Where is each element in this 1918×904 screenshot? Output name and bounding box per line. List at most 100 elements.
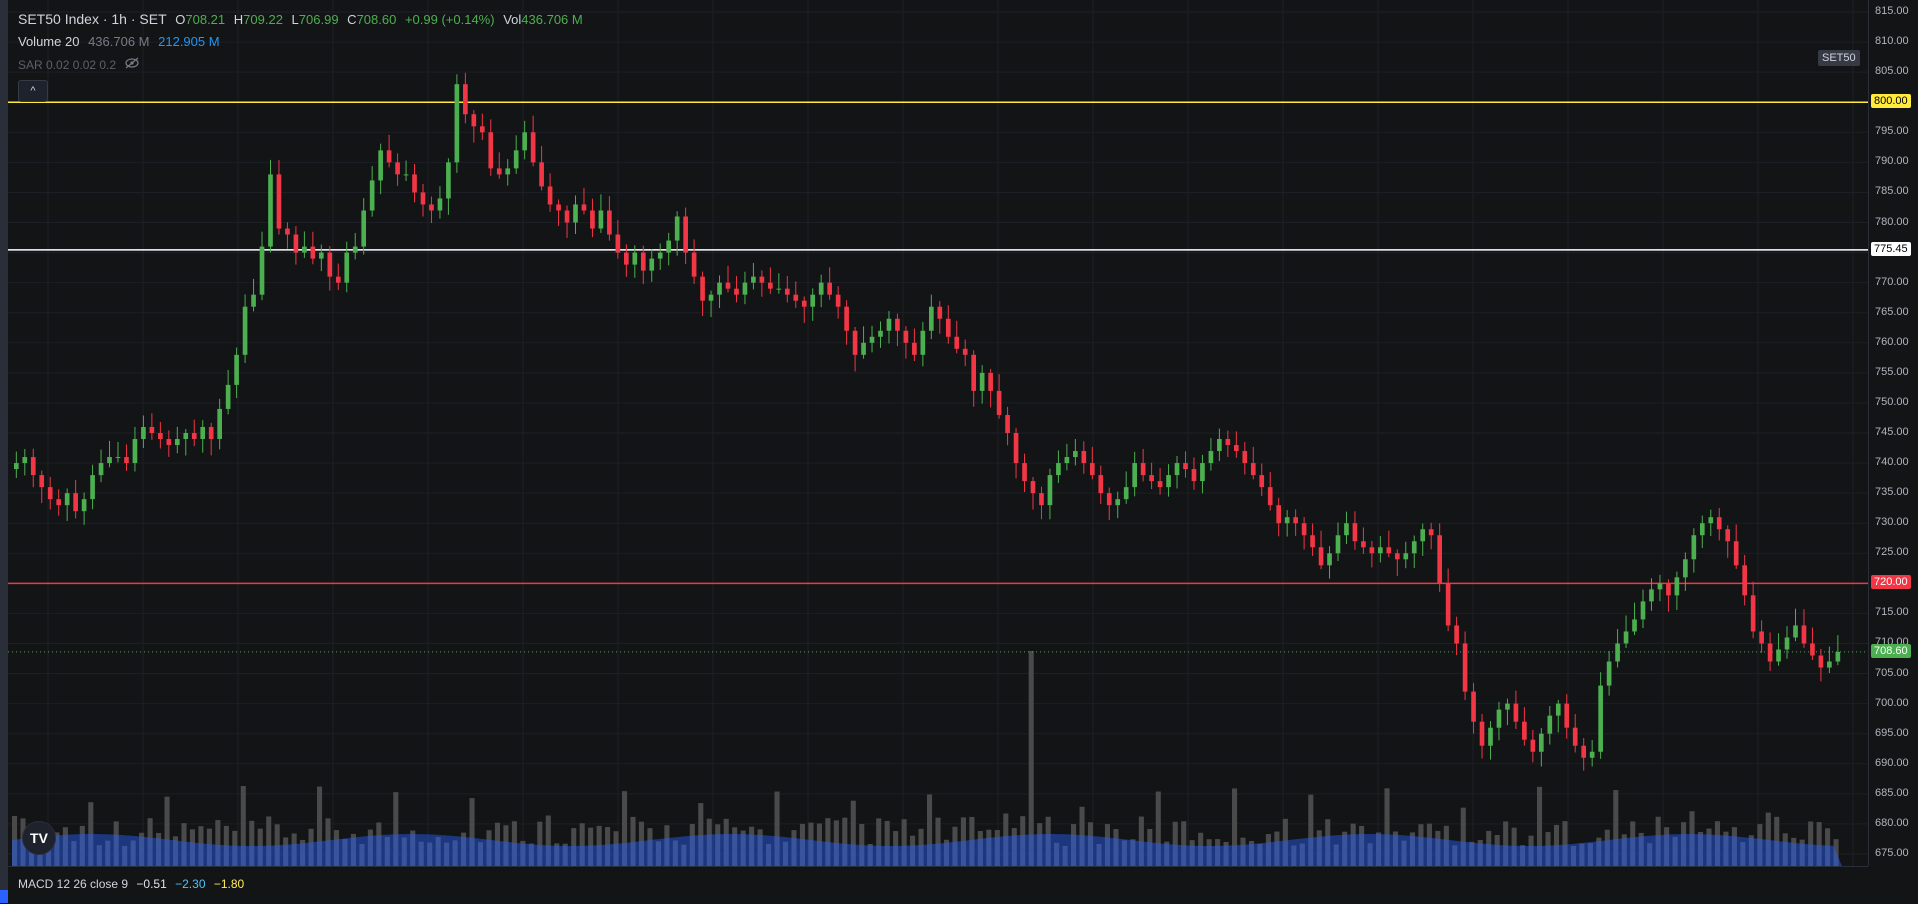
candle[interactable]: [1776, 633, 1781, 666]
tradingview-logo-icon[interactable]: TV: [22, 821, 56, 855]
price-axis[interactable]: 815.00 810.00 805.00 800.00 795.00 790.00 785.…: [1868, 0, 1918, 866]
candle[interactable]: [505, 159, 511, 186]
candle[interactable]: [463, 72, 468, 124]
candle[interactable]: [1234, 431, 1239, 458]
candle[interactable]: [640, 245, 646, 285]
candle[interactable]: [1013, 427, 1019, 479]
candle[interactable]: [1547, 706, 1553, 745]
candle[interactable]: [1496, 701, 1502, 741]
candle[interactable]: [725, 265, 731, 293]
candle[interactable]: [1691, 528, 1697, 573]
candle[interactable]: [776, 273, 782, 294]
candle[interactable]: [1064, 443, 1070, 471]
candle[interactable]: [208, 422, 214, 456]
candle[interactable]: [1835, 635, 1841, 666]
candle[interactable]: [14, 451, 19, 479]
candle[interactable]: [1361, 527, 1366, 554]
candle[interactable]: [1005, 406, 1010, 446]
candle[interactable]: [327, 246, 333, 291]
candle[interactable]: [768, 267, 773, 294]
candle[interactable]: [1073, 439, 1078, 466]
candle[interactable]: [937, 301, 943, 334]
candle[interactable]: [962, 339, 968, 367]
candle[interactable]: [1589, 740, 1595, 767]
candle[interactable]: [1081, 441, 1087, 474]
candle[interactable]: [158, 422, 163, 449]
candle[interactable]: [674, 211, 680, 256]
candle[interactable]: [1056, 450, 1061, 483]
candle[interactable]: [683, 207, 688, 265]
candle[interactable]: [513, 135, 519, 174]
candle[interactable]: [844, 300, 849, 345]
candle[interactable]: [734, 275, 739, 303]
candle[interactable]: [479, 113, 485, 141]
candle[interactable]: [530, 115, 536, 167]
candle[interactable]: [319, 244, 324, 272]
candle[interactable]: [1242, 441, 1248, 475]
candle[interactable]: [708, 290, 714, 318]
candle[interactable]: [141, 415, 146, 448]
volume-legend-row[interactable]: Volume 20 436.706 M 212.905 M: [18, 33, 588, 56]
candle[interactable]: [1513, 690, 1519, 730]
candle[interactable]: [1716, 507, 1722, 541]
candle[interactable]: [818, 274, 824, 308]
candlestick-chart[interactable]: [8, 0, 1868, 866]
candle[interactable]: [420, 184, 426, 217]
candle[interactable]: [1733, 524, 1739, 569]
candle[interactable]: [835, 286, 841, 319]
candle[interactable]: [293, 226, 299, 265]
candle[interactable]: [878, 321, 883, 348]
candle[interactable]: [556, 199, 561, 226]
candle[interactable]: [886, 311, 892, 344]
candle[interactable]: [234, 347, 239, 399]
candle[interactable]: [971, 350, 977, 407]
candle[interactable]: [945, 305, 951, 344]
candle[interactable]: [1674, 571, 1680, 611]
candle[interactable]: [378, 143, 383, 195]
candle[interactable]: [598, 194, 604, 233]
candle[interactable]: [1606, 651, 1612, 696]
candle[interactable]: [1378, 535, 1383, 563]
candle[interactable]: [1784, 626, 1790, 659]
candle[interactable]: [1801, 609, 1807, 648]
candle[interactable]: [124, 444, 129, 471]
candle[interactable]: [132, 426, 138, 472]
candle[interactable]: [1089, 446, 1095, 480]
candle[interactable]: [56, 489, 62, 516]
candle[interactable]: [1479, 713, 1485, 759]
candle[interactable]: [268, 159, 273, 253]
candle[interactable]: [30, 448, 36, 488]
candle[interactable]: [1530, 729, 1536, 763]
candle[interactable]: [810, 288, 816, 321]
eye-off-icon[interactable]: [124, 57, 140, 72]
candle[interactable]: [547, 173, 553, 212]
candle[interactable]: [1225, 430, 1231, 458]
candle[interactable]: [39, 470, 45, 504]
candle[interactable]: [869, 325, 875, 353]
candle[interactable]: [1462, 631, 1468, 701]
candle[interactable]: [1369, 541, 1375, 568]
candle[interactable]: [64, 488, 70, 521]
candle[interactable]: [700, 271, 705, 317]
candle[interactable]: [573, 195, 578, 235]
candle[interactable]: [666, 232, 672, 266]
candle[interactable]: [395, 153, 400, 186]
candle[interactable]: [22, 449, 28, 476]
candle[interactable]: [657, 243, 663, 270]
candle[interactable]: [1767, 632, 1773, 671]
candle[interactable]: [166, 430, 172, 457]
candle[interactable]: [1649, 578, 1654, 611]
candle[interactable]: [996, 374, 1002, 419]
candle[interactable]: [1157, 468, 1163, 495]
candle[interactable]: [335, 263, 341, 291]
price-chart-pane[interactable]: [8, 0, 1868, 866]
candle[interactable]: [1428, 522, 1434, 550]
candle[interactable]: [1327, 546, 1332, 579]
candle[interactable]: [759, 270, 765, 297]
candle[interactable]: [1793, 608, 1798, 642]
candle[interactable]: [1420, 523, 1426, 556]
candle[interactable]: [861, 326, 866, 359]
candle[interactable]: [98, 449, 104, 483]
candle[interactable]: [361, 198, 367, 255]
candle[interactable]: [1581, 738, 1587, 771]
